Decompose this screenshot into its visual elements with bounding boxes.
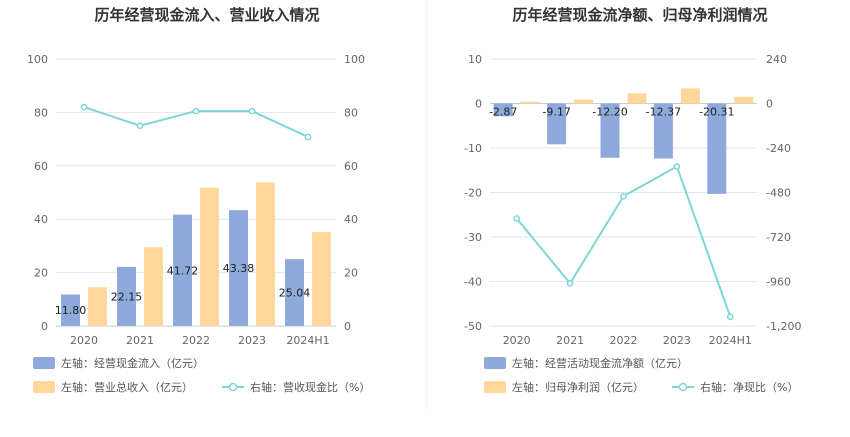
bar-data-label: 22.15 xyxy=(111,290,143,303)
bar-primary-2 xyxy=(600,103,620,158)
bar-data-label: -2.87 xyxy=(489,106,517,119)
right-axis-tick-label: 0 xyxy=(766,98,773,111)
ratio-point-3 xyxy=(673,163,681,170)
left-axis-tick-label: 20 xyxy=(34,267,48,280)
legend-swatch xyxy=(33,357,55,369)
bar-primary-0 xyxy=(61,294,80,326)
left-axis-tick-label: -30 xyxy=(464,231,482,244)
bar-primary-3 xyxy=(653,103,673,159)
bar-secondary-0 xyxy=(520,101,540,104)
bar-secondary-2 xyxy=(627,93,647,104)
right-axis-tick-label: 240 xyxy=(766,53,787,66)
x-axis-tick-label: 2020 xyxy=(70,334,98,347)
left-axis-tick-label: 80 xyxy=(34,106,48,119)
bar-primary-1 xyxy=(547,103,567,145)
x-axis-tick-label: 2023 xyxy=(238,334,266,347)
bar-secondary-1 xyxy=(574,99,594,104)
right-axis-tick-label: 80 xyxy=(344,106,358,119)
left-axis-tick-label: 0 xyxy=(41,320,48,333)
left-axis-tick-label: 10 xyxy=(468,53,482,66)
bar-secondary-4 xyxy=(312,232,331,326)
legend-swatch xyxy=(484,381,506,393)
ratio-point-1 xyxy=(566,280,574,287)
left-axis-tick-label: 40 xyxy=(34,213,48,226)
ratio-point-3 xyxy=(248,107,256,115)
legend-swatch-marker xyxy=(228,382,238,392)
x-axis-tick-label: 2021 xyxy=(556,334,584,347)
bar-data-label: -9.17 xyxy=(542,106,570,119)
ratio-point-0 xyxy=(513,215,521,222)
right-axis-tick-label: 0 xyxy=(344,320,351,333)
ratio-point-4 xyxy=(726,313,734,321)
legend-swatch xyxy=(33,381,55,393)
bar-data-label: 41.72 xyxy=(167,264,199,277)
x-axis-tick-label: 2021 xyxy=(126,334,154,347)
bar-data-label: 25.04 xyxy=(279,287,311,300)
ratio-point-1 xyxy=(136,122,144,130)
x-axis-tick-label: 2022 xyxy=(182,334,210,347)
chart-title: 历年经营现金流净额、归母净利润情况 xyxy=(512,6,767,24)
bar-primary-3 xyxy=(229,210,248,326)
bar-data-label: -12.37 xyxy=(646,106,681,119)
legend-swatch-marker xyxy=(678,382,688,392)
chart-title: 历年经营现金流入、营业收入情况 xyxy=(94,6,319,24)
left-axis-tick-label: 60 xyxy=(34,160,48,173)
left-axis-tick-label: -10 xyxy=(464,142,482,155)
left-axis-tick-label: 0 xyxy=(475,98,482,111)
legend-label: 左轴：营业总收入（亿元） xyxy=(61,380,193,394)
bar-primary-0 xyxy=(493,103,513,117)
x-axis-tick-label: 2020 xyxy=(503,334,531,347)
legend-label: 左轴：经营活动现金流净额（亿元） xyxy=(512,356,688,370)
bar-secondary-4 xyxy=(734,96,754,104)
right-axis-tick-label: 40 xyxy=(344,213,358,226)
left-axis-tick-label: -20 xyxy=(464,187,482,200)
right-axis-tick-label: -1,200 xyxy=(766,320,801,333)
legend-label: 左轴：经营现金流入（亿元） xyxy=(61,356,204,370)
bar-data-label: 11.80 xyxy=(55,304,87,317)
right-axis-tick-label: -720 xyxy=(766,231,791,244)
ratio-point-4 xyxy=(304,133,312,141)
ratio-point-0 xyxy=(80,103,88,111)
x-axis-tick-label: 2023 xyxy=(663,334,691,347)
right-axis-tick-label: 20 xyxy=(344,267,358,280)
bar-data-label: -12.20 xyxy=(592,106,627,119)
bar-secondary-3 xyxy=(256,182,275,326)
right-axis-tick-label: -480 xyxy=(766,187,791,200)
legend-label: 左轴：归母净利润（亿元） xyxy=(512,380,644,394)
x-axis-tick-label: 2024H1 xyxy=(709,334,752,347)
bar-secondary-1 xyxy=(144,247,163,326)
bar-secondary-3 xyxy=(680,88,700,104)
left-axis-tick-label: -50 xyxy=(464,320,482,333)
legend-label: 右轴：营收现金比（%） xyxy=(250,380,370,394)
ratio-point-2 xyxy=(620,192,627,200)
x-axis-tick-label: 2022 xyxy=(610,334,638,347)
legend-label: 右轴：净现比（%） xyxy=(700,380,798,394)
left-axis-tick-label: -40 xyxy=(464,276,482,289)
legend-swatch xyxy=(484,357,506,369)
right-axis-tick-label: 100 xyxy=(344,53,365,66)
x-axis-tick-label: 2024H1 xyxy=(286,334,329,347)
ratio-point-2 xyxy=(192,107,200,115)
bar-secondary-2 xyxy=(200,187,219,326)
right-axis-tick-label: -240 xyxy=(766,142,791,155)
bar-secondary-0 xyxy=(88,287,107,326)
bar-data-label: 43.38 xyxy=(223,262,255,275)
bar-primary-4 xyxy=(707,103,727,194)
bar-data-label: -20.31 xyxy=(699,106,734,119)
right-axis-tick-label: 60 xyxy=(344,160,358,173)
ratio-line xyxy=(515,165,732,318)
bar-primary-1 xyxy=(117,266,136,326)
bar-primary-2 xyxy=(173,214,192,326)
right-axis-tick-label: -960 xyxy=(766,276,791,289)
bar-primary-4 xyxy=(285,259,304,326)
left-axis-tick-label: 100 xyxy=(27,53,48,66)
